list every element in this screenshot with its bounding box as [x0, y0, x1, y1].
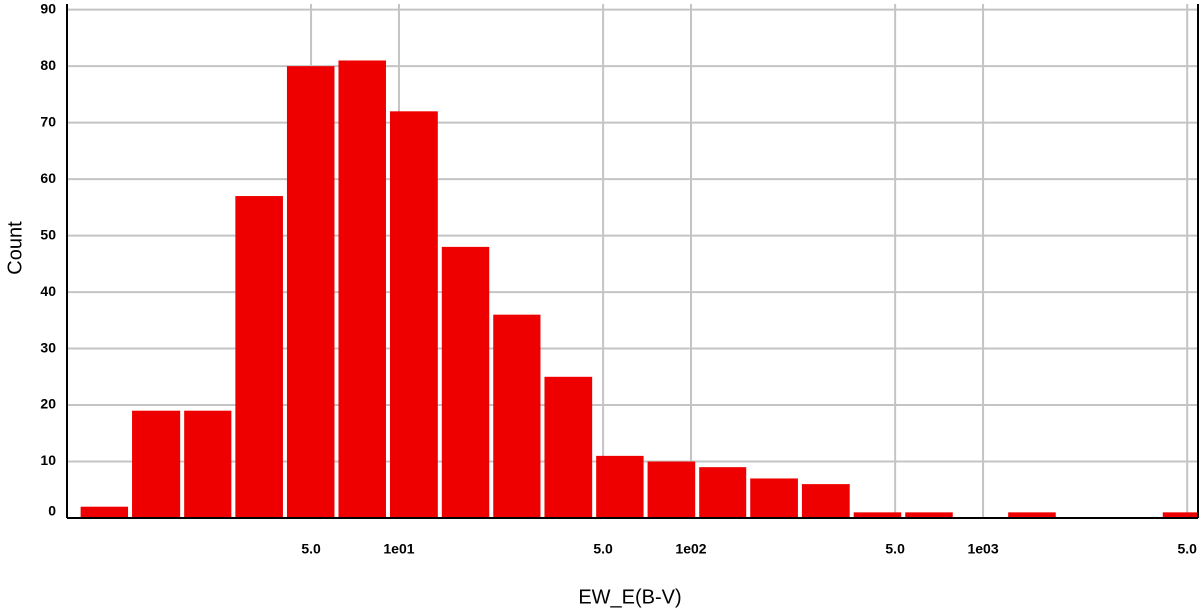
bar [544, 376, 593, 518]
bar [801, 484, 850, 518]
bar [286, 66, 335, 518]
bar [338, 60, 386, 518]
bar [1008, 512, 1056, 518]
x-tick-label: 5.0 [1177, 541, 1197, 557]
bar [699, 467, 747, 518]
y-tick-label: 90 [40, 0, 56, 16]
y-tick-label: 30 [40, 339, 56, 355]
bar [1162, 512, 1198, 518]
bar [905, 512, 953, 518]
bar [493, 314, 541, 518]
x-tick-label: 5.0 [301, 541, 321, 557]
bar [235, 196, 283, 518]
x-tick-label: 1e02 [675, 541, 706, 557]
bar [596, 455, 644, 518]
bar [132, 410, 181, 518]
bar [184, 410, 232, 518]
x-axis-label: EW_E(B-V) [578, 586, 681, 608]
y-tick-label: 70 [40, 113, 56, 129]
bar [80, 506, 129, 518]
x-tick-label: 1e01 [383, 541, 414, 557]
y-tick-label: 0 [48, 503, 56, 519]
y-tick-label: 10 [40, 452, 56, 468]
y-axis-label: Count [4, 221, 26, 275]
x-tick-label: 1e03 [967, 541, 998, 557]
x-tick-label: 5.0 [593, 541, 613, 557]
y-tick-label: 80 [40, 57, 56, 73]
bar [441, 246, 490, 518]
bar [750, 478, 798, 518]
y-tick-label: 20 [40, 396, 56, 412]
bar [647, 461, 696, 518]
x-tick-label: 5.0 [885, 541, 905, 557]
y-tick-label: 60 [40, 170, 56, 186]
bar [389, 111, 438, 518]
y-tick-label: 50 [40, 226, 56, 242]
bar [853, 512, 902, 518]
y-tick-label: 40 [40, 283, 56, 299]
